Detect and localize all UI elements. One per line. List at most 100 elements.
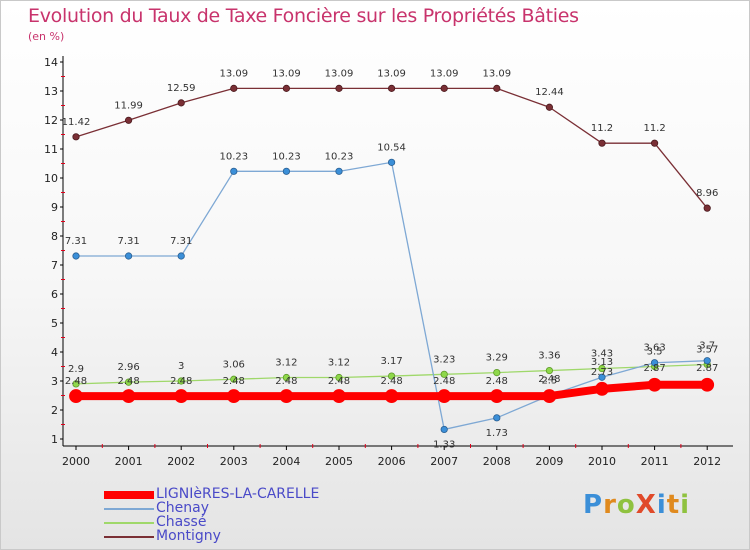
data-label: 11.2 xyxy=(643,123,665,134)
x-tick-label: 2004 xyxy=(272,455,300,468)
data-label: 10.23 xyxy=(272,151,301,162)
proxiti-logo: ProXiti xyxy=(583,490,691,520)
data-point xyxy=(332,389,346,403)
data-label: 2.48 xyxy=(117,376,139,387)
series-chenay xyxy=(72,158,711,434)
data-label: 10.23 xyxy=(325,151,354,162)
data-label: 3.12 xyxy=(275,358,297,369)
y-tick-label: 9 xyxy=(51,201,58,214)
data-point xyxy=(282,167,290,175)
data-point xyxy=(493,368,501,377)
data-point xyxy=(282,373,290,382)
x-tick-label: 2009 xyxy=(535,455,563,468)
data-point xyxy=(174,389,189,403)
data-point xyxy=(177,99,185,107)
y-tick-label: 8 xyxy=(51,230,58,243)
data-point xyxy=(700,377,715,392)
y-tick-label: 13 xyxy=(44,85,58,98)
y-tick-label: 4 xyxy=(51,346,58,359)
data-point xyxy=(335,373,343,382)
data-label: 13.09 xyxy=(219,68,248,79)
data-label: 13.09 xyxy=(325,68,354,79)
legend-swatch xyxy=(104,508,154,510)
data-point xyxy=(72,380,80,388)
data-point xyxy=(69,389,83,403)
data-label: 1.33 xyxy=(433,439,455,450)
data-label: 13.09 xyxy=(377,68,406,79)
data-label: 12.59 xyxy=(167,83,196,94)
y-tick-label: 12 xyxy=(44,114,58,127)
x-tick-label: 2002 xyxy=(167,455,195,468)
data-label: 2.48 xyxy=(223,376,245,387)
data-point xyxy=(226,389,241,403)
data-label: 3.17 xyxy=(380,356,402,367)
data-label: 13.09 xyxy=(272,68,301,79)
data-label: 2.48 xyxy=(170,376,192,387)
data-point xyxy=(440,84,448,92)
data-point xyxy=(440,370,448,378)
data-label: 2.48 xyxy=(275,376,297,387)
data-point xyxy=(125,252,133,260)
y-tick-label: 7 xyxy=(51,259,58,272)
data-point xyxy=(437,389,452,403)
data-label: 3.06 xyxy=(223,359,245,370)
data-point xyxy=(335,84,343,92)
data-label: 8.96 xyxy=(696,188,718,199)
data-label: 13.09 xyxy=(482,68,511,79)
data-label: 2.87 xyxy=(643,363,665,374)
x-tick-label: 2005 xyxy=(325,455,353,468)
data-point xyxy=(230,375,238,383)
data-label: 12.44 xyxy=(535,87,564,98)
x-tick-label: 2000 xyxy=(62,455,90,468)
data-label: 2.9 xyxy=(68,364,84,375)
x-tick-label: 2008 xyxy=(483,455,511,468)
data-point xyxy=(177,377,185,385)
data-label: 2.48 xyxy=(380,376,402,387)
data-point xyxy=(493,84,501,92)
data-point xyxy=(125,116,133,124)
data-point xyxy=(72,133,80,141)
data-point xyxy=(598,373,606,381)
legend-swatch xyxy=(104,491,154,499)
data-label: 11.42 xyxy=(62,117,91,128)
data-point xyxy=(489,389,504,403)
data-point xyxy=(125,378,133,386)
data-label: 11.2 xyxy=(591,123,613,134)
data-point xyxy=(230,167,238,175)
data-label: 7.31 xyxy=(170,236,192,247)
legend-label: LIGNIèRES-LA-CARELLE xyxy=(156,486,320,502)
x-tick-label: 2007 xyxy=(430,455,458,468)
series-montigny xyxy=(72,84,711,212)
data-label: 3.23 xyxy=(433,354,455,365)
data-point xyxy=(703,357,711,365)
data-point xyxy=(542,389,557,403)
y-tick-label: 6 xyxy=(51,288,58,301)
data-label: 3.7 xyxy=(699,341,715,352)
y-tick-label: 11 xyxy=(44,143,58,156)
data-point xyxy=(230,84,238,92)
series-chass- xyxy=(72,360,711,388)
data-label: 3.57 xyxy=(696,344,718,355)
data-point xyxy=(384,389,399,403)
data-point xyxy=(598,139,606,147)
data-label: 3.63 xyxy=(643,343,665,354)
legend-label: Chenay xyxy=(156,500,209,516)
data-label: 2.5 xyxy=(541,376,557,387)
data-label: 7.31 xyxy=(65,236,87,247)
data-label: 10.23 xyxy=(219,151,248,162)
legend-label: Montigny xyxy=(156,528,221,544)
x-tick-label: 2001 xyxy=(115,455,143,468)
data-label: 11.99 xyxy=(114,100,143,111)
data-label: 2.48 xyxy=(328,376,350,387)
data-point xyxy=(387,372,396,380)
x-tick-label: 2011 xyxy=(641,455,669,468)
x-tick-label: 2003 xyxy=(220,455,248,468)
y-tick-label: 2 xyxy=(51,404,58,417)
data-label: 13.09 xyxy=(430,68,459,79)
x-tick-label: 2006 xyxy=(378,455,406,468)
data-label: 3.13 xyxy=(591,357,613,368)
data-point xyxy=(545,103,554,111)
data-label: 1.73 xyxy=(486,428,508,439)
